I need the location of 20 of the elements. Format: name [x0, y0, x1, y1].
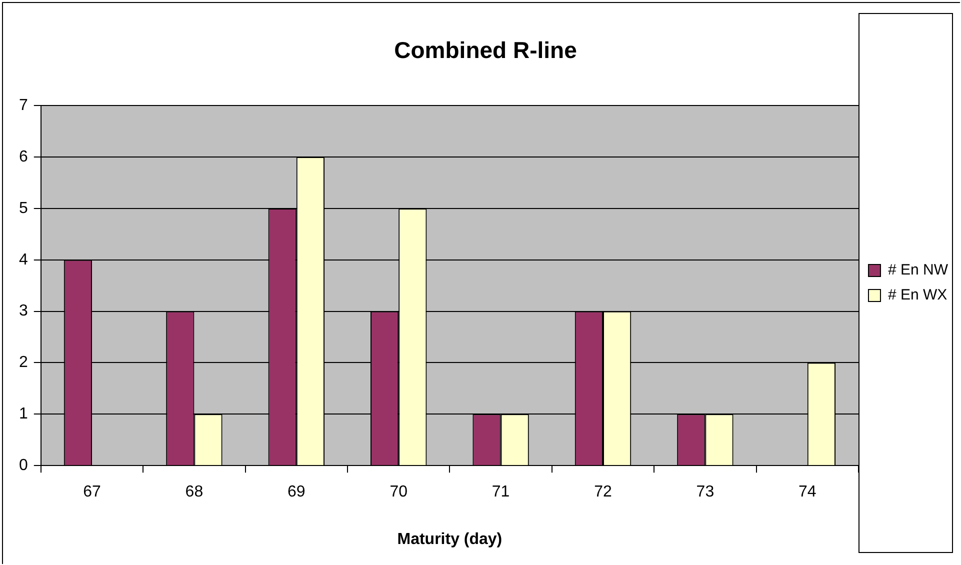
x-tick-label: 72	[594, 484, 612, 501]
x-tick-label: 74	[798, 484, 816, 501]
y-tick-label: 0	[18, 457, 28, 474]
y-tick-label: 5	[18, 200, 28, 217]
x-tick-label: 67	[83, 484, 101, 501]
x-tick-label: 70	[390, 484, 408, 501]
x-tick-label: 73	[696, 484, 714, 501]
legend-label: # En WX	[888, 286, 948, 304]
y-tick-label: 1	[18, 406, 28, 423]
y-tick-label: 7	[18, 97, 28, 114]
y-tick-label: 4	[18, 251, 28, 268]
x-axis-title: Maturity (day)	[397, 530, 502, 548]
y-tick-label: 6	[18, 148, 28, 166]
x-tick-label: 69	[287, 484, 306, 501]
y-tick-label: 2	[18, 354, 28, 372]
x-tick-label: 71	[492, 484, 510, 501]
legend-label: # En NW	[888, 262, 949, 279]
chart-title: Combined R-line	[394, 37, 577, 64]
y-tick-label: 3	[18, 302, 28, 320]
x-tick-label: 68	[185, 484, 204, 501]
